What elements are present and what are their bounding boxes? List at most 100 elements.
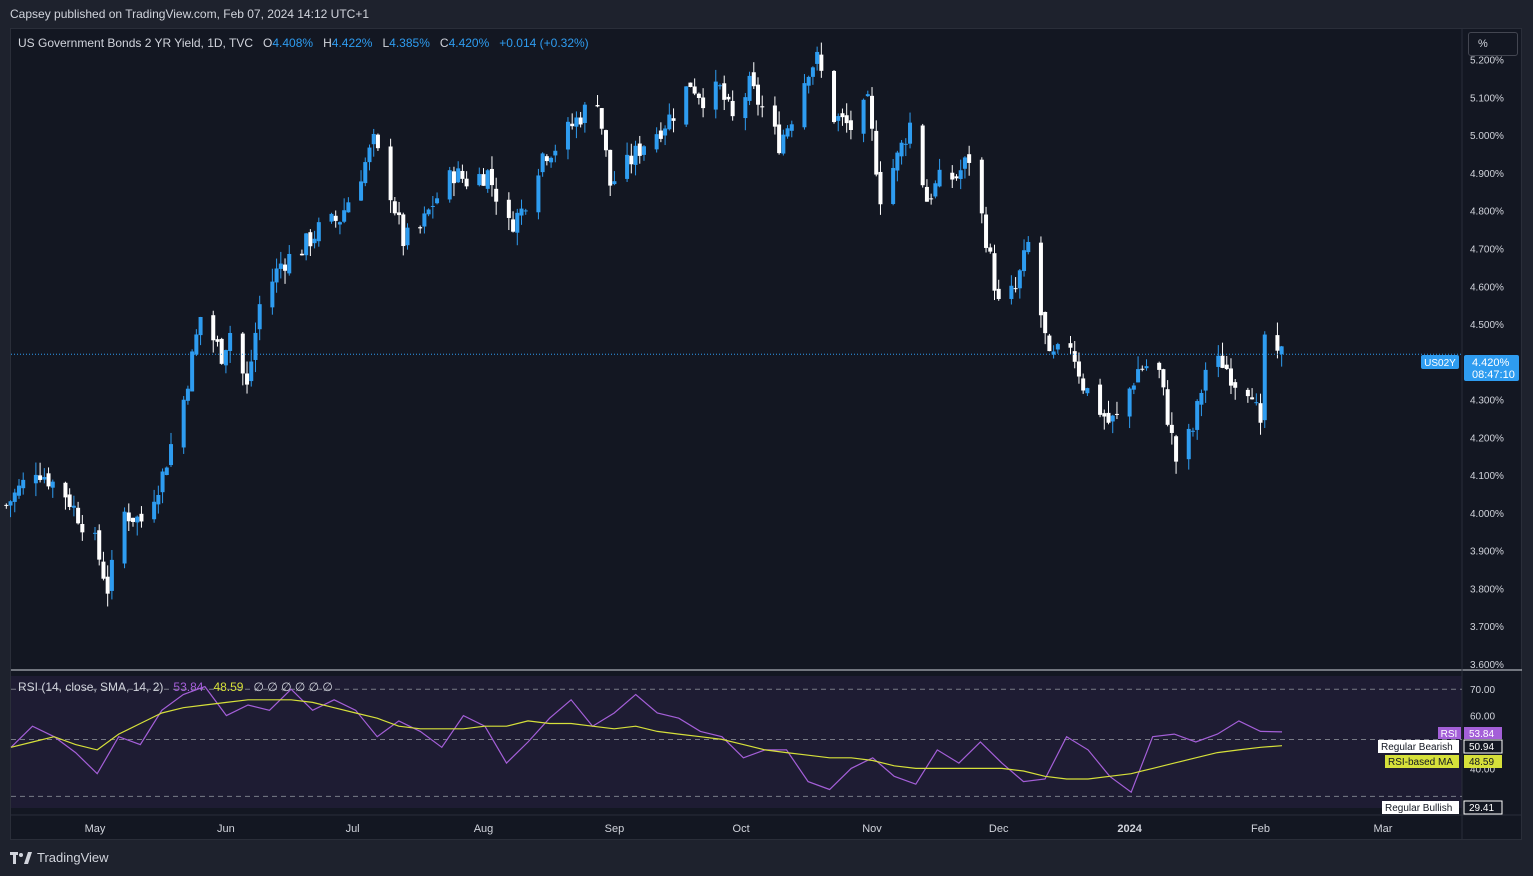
candle	[1228, 358, 1233, 395]
candle-body	[12, 492, 17, 502]
candle	[1157, 361, 1162, 379]
candle	[131, 517, 136, 527]
candle-body	[565, 121, 570, 150]
candle-body	[363, 162, 368, 184]
candle	[1114, 401, 1119, 420]
candle	[743, 93, 748, 131]
candle-body	[967, 154, 972, 163]
rsi-value-tag: RSI 53.84	[1438, 727, 1502, 740]
candle-body	[359, 181, 364, 201]
candle	[359, 170, 364, 201]
rsi-tag-value: 53.84	[1469, 729, 1494, 740]
time-tick-label: Dec	[989, 823, 1009, 835]
symbol-title[interactable]: US Government Bonds 2 YR Yield, 1D, TVC	[18, 36, 254, 50]
candle	[71, 495, 76, 517]
candle	[832, 70, 837, 124]
candle	[895, 150, 900, 182]
candle	[299, 249, 304, 256]
candle	[1013, 277, 1018, 293]
candle	[870, 87, 875, 141]
rsi-tick-label: 60.00	[1470, 712, 1495, 723]
candle	[815, 46, 820, 71]
candle-body	[1085, 388, 1090, 394]
candle-body	[663, 128, 668, 136]
price-tick-label: 3.800%	[1470, 584, 1504, 595]
candle-body	[1254, 402, 1259, 404]
candle	[756, 77, 761, 116]
rsi-layer	[10, 685, 1462, 797]
candle-body	[1072, 351, 1077, 362]
candle	[578, 111, 583, 128]
symbol-tag: US02Y	[1421, 355, 1459, 369]
candle	[844, 103, 849, 133]
candle	[312, 230, 317, 249]
candle-body	[1068, 343, 1073, 348]
percent-scale-button[interactable]: %	[1468, 32, 1518, 56]
candle	[878, 161, 883, 215]
ma-tag-value: 48.59	[1469, 757, 1494, 768]
candle	[464, 171, 469, 190]
bearish-level-tag: Regular Bearish 50.94	[1378, 739, 1503, 754]
last-price-value: 4.420%	[1472, 357, 1510, 369]
price-tick-label: 4.800%	[1470, 207, 1504, 218]
candle	[726, 93, 731, 102]
candle	[50, 479, 55, 498]
candle-body	[308, 232, 313, 247]
candle-body	[726, 96, 731, 100]
candle	[76, 501, 81, 525]
candles-layer	[4, 42, 1284, 607]
rsi-legend-value: 53.84	[173, 680, 204, 694]
candle	[544, 154, 549, 166]
candle	[190, 349, 195, 392]
candle-body	[658, 130, 663, 139]
candle	[515, 208, 520, 246]
candle	[671, 108, 676, 133]
candle-body	[257, 304, 262, 330]
candle	[1245, 387, 1250, 403]
candle	[447, 166, 452, 203]
candle	[1220, 342, 1225, 369]
candle-body	[848, 120, 853, 130]
candle-body	[485, 170, 490, 189]
candle	[861, 98, 866, 143]
change-value: +0.014 (+0.32%)	[499, 36, 589, 50]
candle	[185, 385, 190, 405]
published-caption: Capsey published on TradingView.com, Feb…	[10, 7, 370, 21]
candle	[599, 108, 604, 135]
candle	[903, 138, 908, 157]
candle	[494, 177, 499, 215]
candle	[1055, 342, 1060, 354]
candle-body	[287, 253, 292, 274]
candle	[629, 143, 634, 174]
candle	[42, 468, 47, 484]
candle-body	[1216, 355, 1221, 367]
candle	[595, 95, 600, 108]
close-value: 4.420%	[448, 36, 490, 50]
high-label: H	[323, 36, 332, 50]
candle-body	[388, 146, 393, 201]
candle-body	[477, 174, 482, 186]
candle-body	[1022, 250, 1027, 272]
open-value: 4.408%	[272, 36, 314, 50]
candle	[658, 122, 663, 143]
footer-brand[interactable]: TradingView	[10, 850, 109, 865]
candle	[1140, 365, 1145, 372]
candle	[489, 156, 494, 197]
candle	[625, 142, 630, 182]
candle-body	[1140, 368, 1145, 370]
candle-body	[371, 133, 376, 145]
candle-body	[891, 167, 896, 204]
candle	[215, 335, 220, 347]
candle	[274, 258, 279, 293]
candle-body	[701, 97, 706, 109]
candle-body	[895, 152, 900, 171]
candle-body	[903, 143, 908, 145]
candle	[422, 206, 427, 234]
candle	[929, 193, 934, 205]
rsi-title[interactable]: RSI (14, close, SMA, 14, 2)	[18, 680, 164, 694]
candle-body	[131, 517, 136, 522]
candle	[333, 210, 338, 228]
candle-body	[544, 156, 549, 162]
time-tick-label: Nov	[862, 823, 882, 835]
